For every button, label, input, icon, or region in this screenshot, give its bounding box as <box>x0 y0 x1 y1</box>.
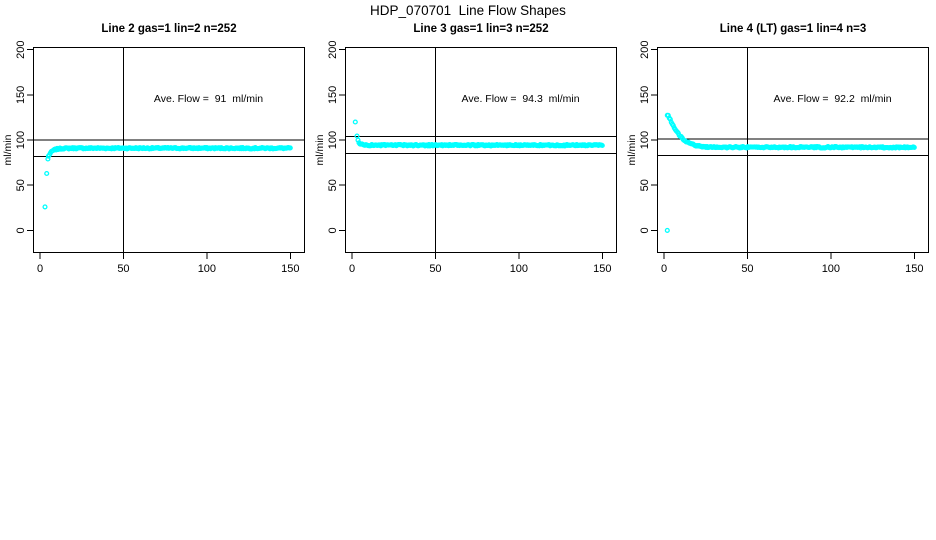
y-tick-label: 50 <box>15 179 27 191</box>
x-tick-label: 100 <box>198 263 216 275</box>
data-point <box>42 204 48 210</box>
x-tick-label: 0 <box>37 263 43 275</box>
plot-canvas: 0 50 100 150 0 50 100 150 200 ml/min <box>626 41 929 275</box>
plot-box <box>657 47 929 253</box>
data-point <box>44 170 50 177</box>
x-tick-label: 0 <box>661 263 667 275</box>
plot-canvas: 0 50 100 150 0 50 100 150 200 ml/min <box>314 41 617 275</box>
y-tick-label: 200 <box>327 41 339 59</box>
data-point <box>287 145 293 151</box>
ave-flow-annotation: Ave. Flow = 91 ml/min <box>153 93 264 106</box>
y-tick-label: 100 <box>15 131 27 149</box>
y-tick-label: 100 <box>639 131 651 149</box>
y-tick-label: 50 <box>327 179 339 191</box>
plot-area: 0 50 100 150 0 50 100 150 200 ml/min Ave. Flow = … <box>314 41 617 275</box>
data-point <box>664 227 670 233</box>
x-tick-label: 100 <box>510 263 528 275</box>
x-tick-label: 150 <box>281 263 299 275</box>
subplot-title: Line 3 gas=1 lin=3 n=252 <box>413 23 549 35</box>
y-tick-label: 0 <box>639 227 651 233</box>
figure-title: HDP_070701 Line Flow Shapes <box>370 3 566 18</box>
x-tick-label: 50 <box>117 263 129 275</box>
x-tick-label: 50 <box>429 263 441 275</box>
data-point <box>355 137 361 143</box>
data-point <box>911 144 917 150</box>
y-tick-label: 200 <box>639 41 651 59</box>
subplot-title: Line 4 (LT) gas=1 lin=4 n=3 <box>719 23 867 35</box>
plot-area: 0 50 100 150 0 50 100 150 200 ml/min Ave. Flow = … <box>626 41 929 275</box>
x-tick-label: 150 <box>905 263 923 275</box>
plot-area: 0 50 100 150 0 50 100 150 200 ml/min Ave. Flow = … <box>2 41 305 275</box>
subplot-line-4: Line 4 (LT) gas=1 lin=4 n=3 0 50 100 150 0 50… <box>626 0 929 300</box>
subplot-title: Line 2 gas=1 lin=2 n=252 <box>101 23 237 35</box>
y-tick-label: 200 <box>15 41 27 59</box>
subplot-line-2: Line 2 gas=1 lin=2 n=252 0 50 100 150 0 50 100… <box>2 0 305 300</box>
data-point <box>665 112 671 118</box>
y-tick-label: 150 <box>327 86 339 104</box>
y-axis-label: ml/min <box>314 134 326 165</box>
data-point <box>599 142 605 149</box>
y-axis-label: ml/min <box>626 134 638 165</box>
subplot-line-3: Line 3 gas=1 lin=3 n=252 0 50 100 150 0 50 100… <box>314 0 617 300</box>
y-tick-label: 150 <box>639 86 651 104</box>
x-tick-label: 50 <box>741 263 753 275</box>
x-tick-label: 0 <box>349 263 355 275</box>
plot-box <box>33 47 305 253</box>
y-tick-label: 0 <box>15 227 27 233</box>
y-tick-label: 100 <box>327 131 339 149</box>
ave-flow-annotation: Ave. Flow = 92.2 ml/min <box>773 93 892 106</box>
y-tick-label: 50 <box>639 179 651 191</box>
y-axis-label: ml/min <box>2 134 14 165</box>
y-tick-label: 0 <box>327 227 339 233</box>
data-point <box>352 119 358 125</box>
x-tick-label: 150 <box>593 263 611 275</box>
data-point <box>354 133 360 139</box>
plot-canvas: 0 50 100 150 0 50 100 150 200 ml/min <box>2 41 305 275</box>
plot-box <box>345 47 617 253</box>
x-tick-label: 100 <box>822 263 840 275</box>
ave-flow-annotation: Ave. Flow = 94.3 ml/min <box>461 93 580 106</box>
y-tick-label: 150 <box>15 86 27 104</box>
